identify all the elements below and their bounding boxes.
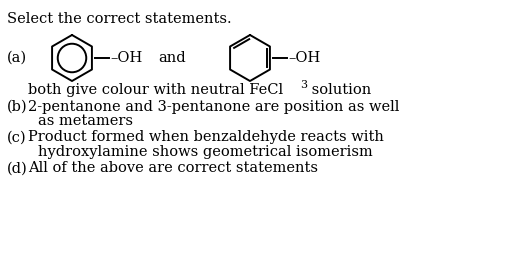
Text: as metamers: as metamers [38, 114, 133, 128]
Text: 2-pentanone and 3-pentanone are position as well: 2-pentanone and 3-pentanone are position… [28, 99, 399, 114]
Text: both give colour with neutral FeCl: both give colour with neutral FeCl [28, 83, 283, 97]
Text: (b): (b) [7, 99, 28, 114]
Text: hydroxylamine shows geometrical isomerism: hydroxylamine shows geometrical isomeris… [38, 145, 373, 159]
Text: (d): (d) [7, 161, 28, 176]
Text: solution: solution [307, 83, 371, 97]
Text: and: and [158, 51, 186, 64]
Text: (a): (a) [7, 51, 27, 64]
Text: 3: 3 [300, 81, 307, 90]
Text: –OH: –OH [110, 51, 142, 64]
Text: –OH: –OH [288, 51, 320, 64]
Text: Product formed when benzaldehyde reacts with: Product formed when benzaldehyde reacts … [28, 131, 384, 144]
Text: All of the above are correct statements: All of the above are correct statements [28, 161, 318, 176]
Text: Select the correct statements.: Select the correct statements. [7, 12, 231, 26]
Text: (c): (c) [7, 131, 27, 144]
